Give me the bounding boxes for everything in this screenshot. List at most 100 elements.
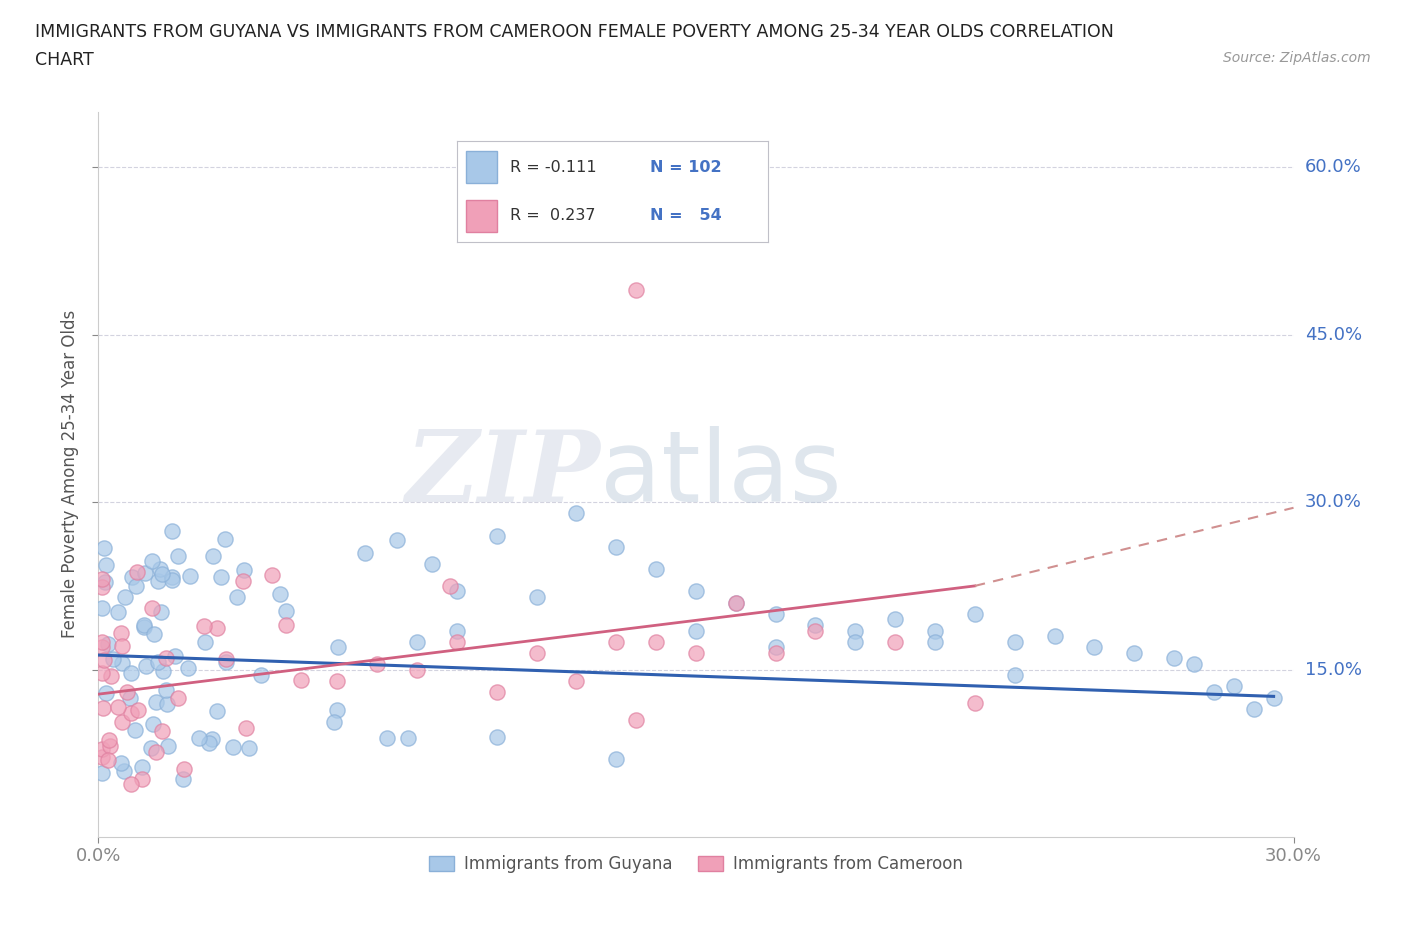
Point [565, 673, 588, 688]
Point [155, 650, 177, 665]
Point [121, 569, 143, 584]
Point [156, 738, 179, 753]
Point [1004, 634, 1026, 649]
Point [205, 703, 228, 718]
Point [110, 626, 132, 641]
Point [197, 736, 219, 751]
Point [924, 623, 946, 638]
Point [131, 760, 153, 775]
Point [187, 730, 209, 745]
Point [446, 623, 468, 638]
Point [145, 695, 167, 710]
Point [1223, 679, 1246, 694]
Point [645, 634, 668, 649]
Point [150, 566, 173, 581]
Point [91, 666, 114, 681]
Point [884, 612, 907, 627]
Point [377, 731, 399, 746]
Point [120, 706, 142, 721]
Point [117, 684, 139, 699]
Point [233, 563, 256, 578]
Point [156, 697, 179, 711]
Point [142, 716, 165, 731]
Point [94, 575, 117, 590]
Point [1263, 690, 1285, 705]
Point [91, 700, 114, 715]
Point [963, 696, 986, 711]
Point [150, 604, 173, 619]
Text: 15.0%: 15.0% [1305, 660, 1361, 679]
Point [166, 549, 188, 564]
Point [385, 533, 408, 548]
Point [111, 656, 134, 671]
Point [605, 751, 627, 766]
Point [724, 595, 747, 610]
Point [91, 601, 114, 616]
Text: CHART: CHART [35, 51, 94, 69]
Point [91, 765, 114, 780]
Point [1123, 645, 1146, 660]
Point [396, 730, 419, 745]
Point [485, 729, 508, 744]
Point [91, 742, 114, 757]
Point [97, 733, 120, 748]
Text: IMMIGRANTS FROM GUYANA VS IMMIGRANTS FROM CAMEROON FEMALE POVERTY AMONG 25-34 YE: IMMIGRANTS FROM GUYANA VS IMMIGRANTS FRO… [35, 23, 1114, 41]
Point [406, 662, 429, 677]
Point [201, 549, 224, 564]
Point [91, 750, 114, 764]
Point [162, 524, 184, 538]
Point [1163, 651, 1185, 666]
Point [141, 600, 163, 615]
Point [765, 640, 787, 655]
Point [110, 756, 132, 771]
Point [205, 620, 228, 635]
Point [94, 685, 117, 700]
Point [141, 553, 163, 568]
Point [134, 565, 156, 580]
Point [685, 623, 707, 638]
Point [135, 658, 157, 673]
Point [152, 664, 174, 679]
Point [446, 634, 468, 649]
Point [260, 567, 283, 582]
Point [172, 772, 194, 787]
Point [101, 652, 124, 667]
Point [215, 655, 238, 670]
Point [91, 640, 114, 655]
Point [132, 619, 155, 634]
Point [326, 640, 349, 655]
Point [1182, 657, 1205, 671]
Point [177, 660, 200, 675]
Point [211, 569, 233, 584]
Point [844, 623, 866, 638]
Point [1004, 668, 1026, 683]
Point [232, 574, 254, 589]
Point [93, 540, 115, 555]
Point [114, 589, 136, 604]
Point [1083, 640, 1105, 655]
Point [118, 690, 141, 705]
Point [269, 587, 291, 602]
Point [446, 583, 468, 598]
Point [179, 568, 201, 583]
Point [626, 712, 648, 727]
Point [645, 562, 668, 577]
Point [323, 714, 346, 729]
Point [420, 557, 443, 572]
Point [249, 667, 271, 682]
Point [963, 606, 986, 621]
Point [526, 590, 548, 604]
Legend: Immigrants from Guyana, Immigrants from Cameroon: Immigrants from Guyana, Immigrants from … [423, 848, 969, 880]
Point [214, 532, 236, 547]
Point [685, 584, 707, 599]
Point [111, 714, 134, 729]
Point [145, 744, 167, 759]
Point [167, 690, 190, 705]
Text: 45.0%: 45.0% [1305, 326, 1362, 344]
Point [605, 539, 627, 554]
Point [152, 724, 174, 738]
Y-axis label: Female Poverty Among 25-34 Year Olds: Female Poverty Among 25-34 Year Olds [60, 311, 79, 638]
Point [96, 558, 118, 573]
Point [485, 684, 508, 699]
Text: 60.0%: 60.0% [1305, 158, 1361, 177]
